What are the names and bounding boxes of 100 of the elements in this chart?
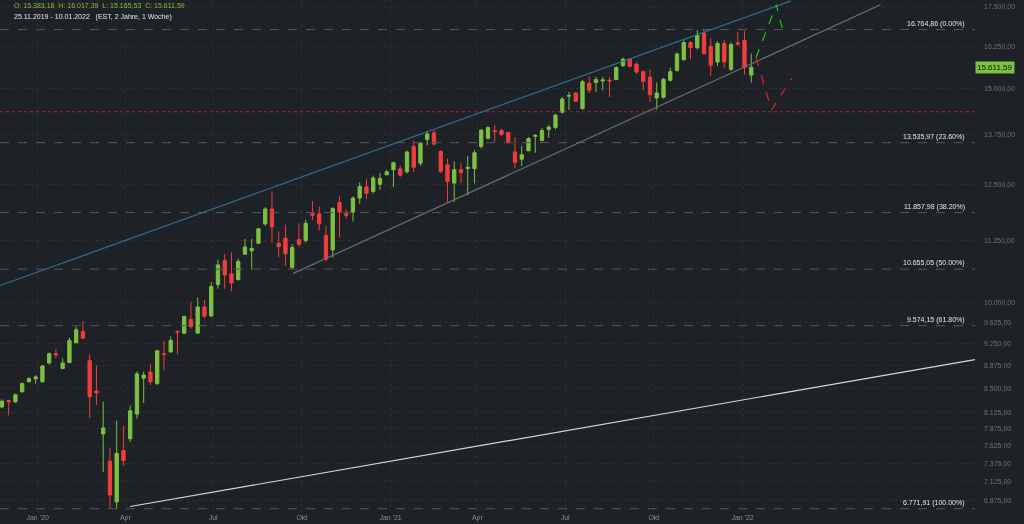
candlestick [114, 420, 119, 510]
candlestick [263, 206, 268, 227]
candlestick [94, 364, 99, 406]
candlestick [431, 129, 437, 146]
candlestick [107, 447, 113, 509]
candlestick [452, 161, 457, 203]
candlestick [728, 42, 734, 72]
candlestick [67, 337, 72, 364]
candlestick [283, 224, 288, 267]
candlestick [229, 251, 234, 292]
candlestick [735, 31, 740, 47]
annotation: 15.611,59 [977, 63, 1013, 72]
candlestick [60, 357, 65, 370]
candlestick [222, 253, 227, 290]
candlestick [600, 76, 605, 91]
candlestick [364, 178, 369, 200]
candlestick [708, 37, 713, 77]
candlestick [634, 62, 639, 75]
candlestick [526, 136, 531, 152]
candlestick [695, 29, 700, 50]
candlestick [492, 124, 497, 143]
candlestick [749, 53, 754, 84]
candlestick [148, 363, 153, 386]
candlestick [121, 425, 126, 467]
candlestick [47, 352, 52, 365]
candlestick [580, 79, 585, 111]
candlestick [681, 39, 686, 62]
candlestick [26, 376, 32, 383]
candlestick [53, 348, 59, 359]
candlestick [472, 149, 477, 184]
candlestick [560, 96, 565, 115]
candlestick [512, 136, 518, 169]
candlestick [344, 208, 349, 220]
candlestick [418, 141, 423, 167]
candlestick [445, 158, 450, 204]
candlestick [425, 130, 430, 146]
candlestick [465, 155, 470, 196]
candlestick [276, 231, 281, 258]
candlestick [722, 39, 727, 69]
candlestick [485, 125, 491, 141]
candlestick [6, 399, 11, 416]
candlestick [566, 91, 572, 111]
candlestick [411, 140, 416, 173]
candlestick [506, 131, 511, 145]
candlestick [458, 162, 464, 184]
candlestick [404, 150, 410, 174]
candlestick [33, 374, 38, 385]
candlestick [20, 381, 25, 394]
candlestick [80, 320, 86, 340]
candlestick [242, 238, 248, 256]
candlestick [209, 281, 214, 318]
candlestick [168, 336, 173, 354]
candlestick [627, 57, 632, 68]
candlestick [236, 258, 241, 282]
candlestick [101, 401, 106, 473]
candlestick [182, 315, 187, 335]
candlestick [647, 68, 653, 103]
candlestick [499, 128, 504, 137]
candlestick [573, 91, 578, 103]
candlestick [593, 76, 599, 93]
candlestick [377, 172, 383, 191]
candlestick [155, 349, 160, 386]
candlestick [587, 76, 592, 94]
candlestick [674, 52, 680, 73]
candlestick [688, 40, 693, 60]
candlestick [607, 76, 612, 98]
candlestick [195, 296, 200, 335]
candlestick [357, 181, 362, 205]
candlestick [701, 29, 707, 56]
candlestick [74, 325, 79, 344]
candlestick [141, 370, 146, 404]
candlestick [391, 161, 396, 188]
candlestick [296, 222, 302, 248]
candlestick [87, 353, 92, 419]
candlestick [553, 113, 558, 130]
candlestick [546, 124, 551, 139]
candlestick [256, 227, 261, 245]
candlestick [715, 40, 720, 67]
candlestick [371, 175, 376, 195]
candlestick [303, 219, 308, 244]
candlestick [742, 30, 747, 75]
candlestick [337, 195, 342, 238]
candlestick [519, 145, 524, 167]
candlestick [0, 398, 5, 409]
candlestick [310, 200, 315, 221]
candlestick [290, 243, 295, 270]
candlestick [350, 195, 356, 223]
candlestick [188, 301, 194, 330]
candlestick [384, 169, 389, 176]
candlestick [398, 165, 403, 178]
candlestick [330, 206, 335, 259]
candlestick [269, 190, 275, 244]
candlestick [134, 370, 140, 420]
candlestick [614, 65, 619, 81]
candlestick [539, 127, 545, 142]
candlestick [533, 133, 538, 154]
candlestick [668, 67, 673, 82]
candlestick [438, 149, 443, 174]
candlestick [40, 364, 45, 383]
candlestick [479, 128, 484, 149]
